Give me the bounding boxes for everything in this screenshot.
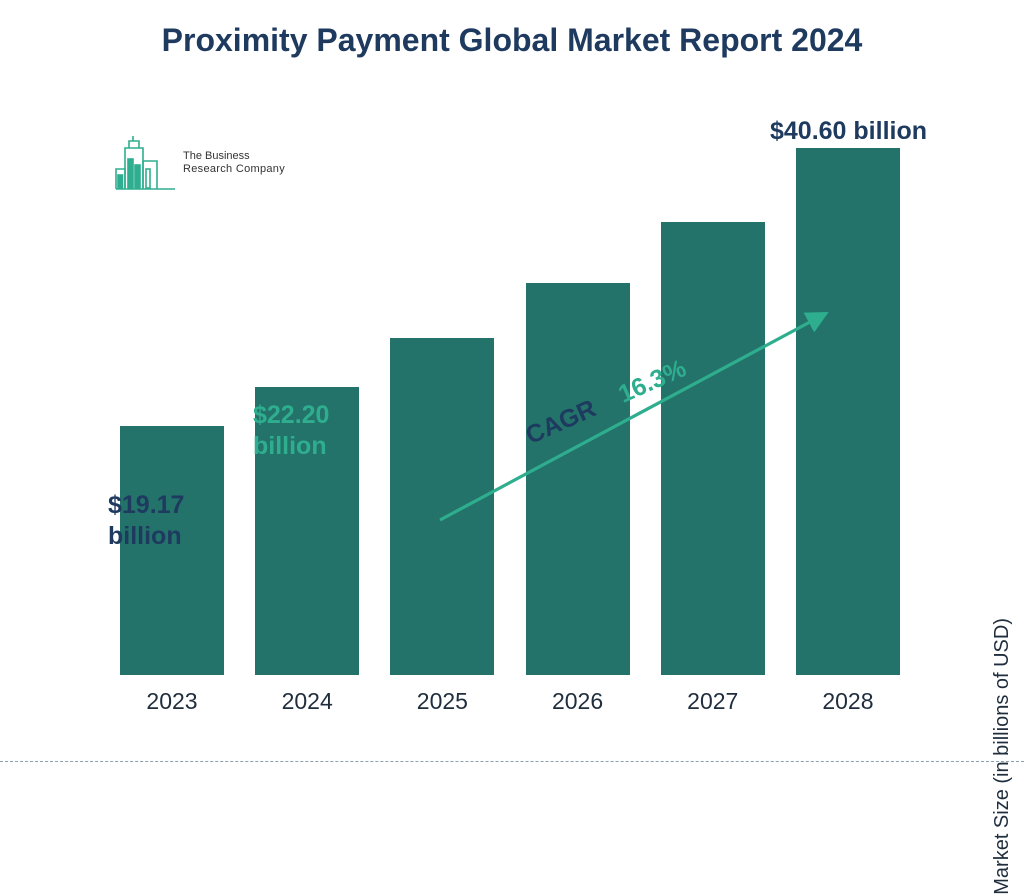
data-label-2023: $19.17billion (108, 490, 184, 553)
bottom-divider (0, 761, 1024, 762)
data-label-2024: $22.20billion (253, 400, 329, 463)
data-label-2028: $40.60 billion (770, 116, 927, 147)
chart-area: 202320242025202620272028 CAGR 16.3% (95, 120, 975, 720)
page-title: Proximity Payment Global Market Report 2… (0, 0, 1024, 72)
y-axis-label: Market Size (in billions of USD) (991, 618, 1014, 895)
